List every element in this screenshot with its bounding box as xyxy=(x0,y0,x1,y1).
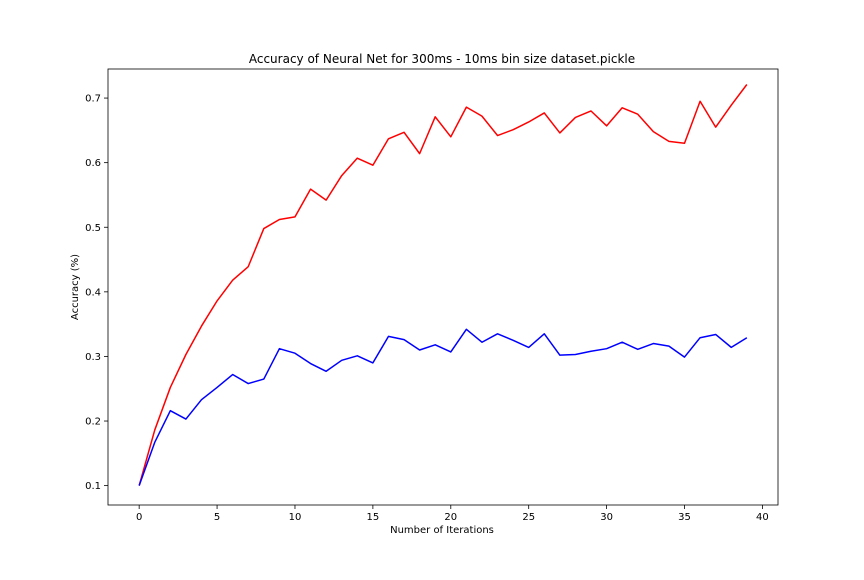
x-axis-label: Number of Iterations xyxy=(390,525,494,536)
x-tick-label: 0 xyxy=(136,512,142,523)
x-tick-label: 15 xyxy=(367,512,380,523)
x-tick-label: 30 xyxy=(600,512,613,523)
series-line-1 xyxy=(138,84,748,486)
y-tick-label: 0.4 xyxy=(85,287,101,298)
y-tick-label: 0.3 xyxy=(85,352,101,363)
x-tick-label: 25 xyxy=(522,512,535,523)
y-tick-label: 0.7 xyxy=(85,94,101,105)
x-tick-label: 35 xyxy=(678,512,691,523)
chart-title: Accuracy of Neural Net for 300ms - 10ms … xyxy=(249,52,635,66)
plot-frame xyxy=(107,68,779,506)
y-tick-label: 0.2 xyxy=(85,417,101,428)
x-tick-label: 40 xyxy=(756,512,769,523)
y-tick-label: 0.1 xyxy=(85,481,101,492)
y-tick-label: 0.5 xyxy=(85,223,101,234)
x-tick-label: 20 xyxy=(444,512,457,523)
y-axis-label: Accuracy (%) xyxy=(70,254,81,320)
x-tick-label: 5 xyxy=(214,512,220,523)
series-line-2 xyxy=(138,328,748,486)
plot-area: 0 5 10 15 20 25 30 35 40 0.1 0.2 0.3 0.4 0.5 0.6 0.7 xyxy=(85,68,779,523)
x-tick-label: 10 xyxy=(289,512,302,523)
y-tick-label: 0.6 xyxy=(85,158,101,169)
